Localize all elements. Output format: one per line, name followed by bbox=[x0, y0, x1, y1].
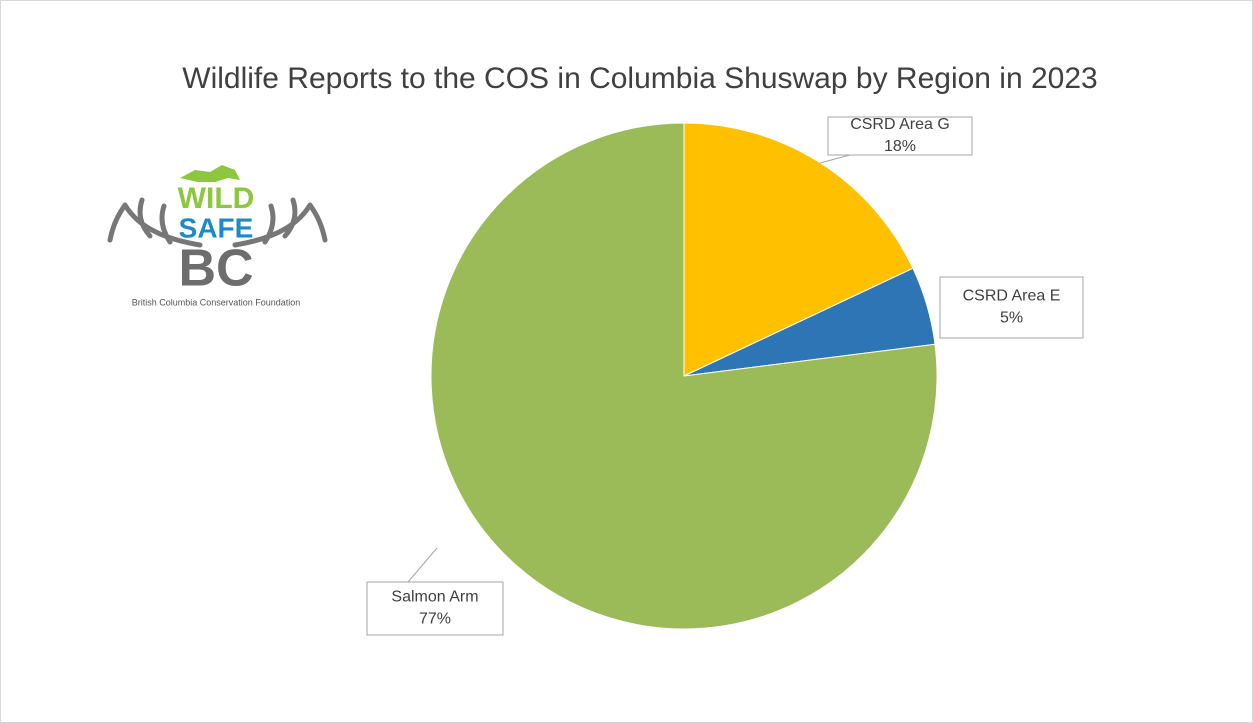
antler-left bbox=[107, 197, 203, 248]
antler-right bbox=[232, 197, 328, 248]
data-label-name: CSRD Area G bbox=[850, 116, 950, 133]
logo-word: WILD bbox=[178, 182, 255, 215]
leader-line bbox=[407, 547, 438, 583]
logo-animal bbox=[180, 165, 240, 182]
data-label-value: 18% bbox=[884, 138, 916, 155]
label-box bbox=[366, 581, 504, 636]
leader-line bbox=[819, 154, 851, 164]
label-box bbox=[939, 276, 1084, 339]
data-label-value: 77% bbox=[419, 611, 451, 628]
chart-title: Wildlife Reports to the COS in Columbia … bbox=[182, 62, 1098, 95]
logo bbox=[107, 197, 328, 248]
logo-caption: British Columbia Conservation Foundation bbox=[132, 297, 301, 307]
logo-word: BC bbox=[178, 240, 253, 298]
pie-slice bbox=[683, 122, 914, 377]
data-label-value: 5% bbox=[1000, 310, 1023, 327]
data-label-name: Salmon Arm bbox=[391, 589, 478, 606]
label-box bbox=[827, 116, 973, 156]
data-label-name: CSRD Area E bbox=[963, 288, 1061, 305]
logo-word: SAFE bbox=[179, 212, 254, 243]
pie-slice bbox=[430, 122, 938, 630]
